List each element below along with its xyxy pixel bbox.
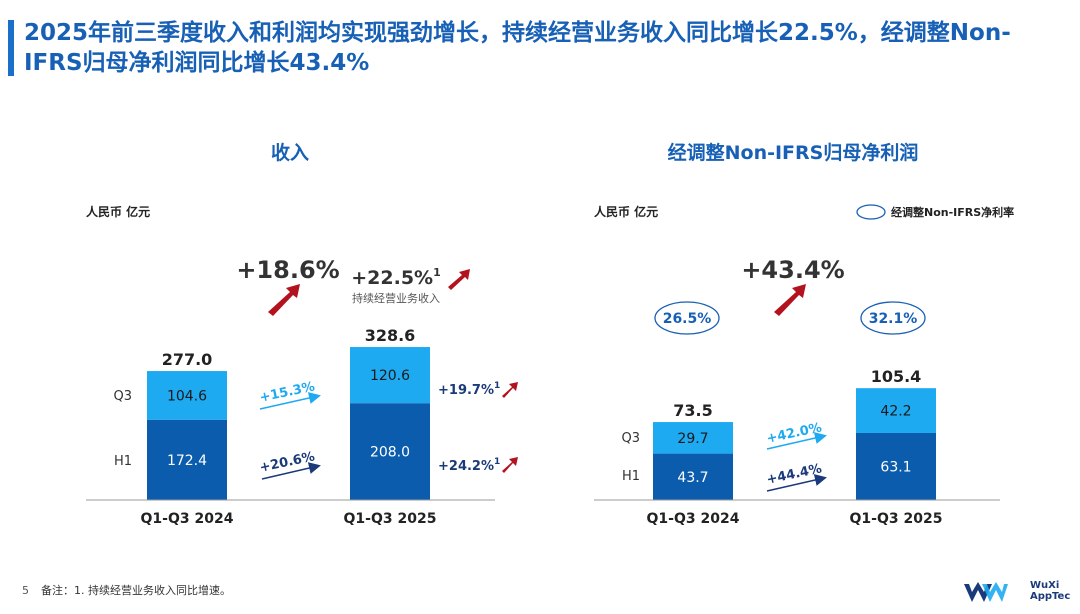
profit-series-label-h1: H1 [622, 469, 640, 484]
revenue-value-q3-0: 104.6 [167, 388, 207, 404]
revenue-growth-q3-continuing: +19.7%1 [438, 381, 500, 398]
profit-value-h1-0: 43.7 [677, 470, 708, 486]
logo-line-2: AppTec [1030, 591, 1071, 602]
footnote: 5 备注：1. 持续经营业务收入同比增速。 [22, 582, 231, 598]
revenue-chart: 收入 人民币 亿元 Q3 H1 172.4 104.6 277.0 208.0 120.… [86, 141, 518, 527]
margin-value-2025: 32.1% [869, 311, 918, 327]
revenue-value-h1-0: 172.4 [167, 453, 207, 469]
revenue-growth-q3: +15.3% [258, 379, 316, 405]
revenue-growth-h1: +20.6% [258, 449, 316, 475]
revenue-chart-title: 收入 [271, 141, 309, 164]
revenue-series-label-q3: Q3 [113, 389, 132, 404]
margin-legend-icon [856, 204, 886, 220]
profit-value-q3-1: 42.2 [880, 404, 911, 420]
revenue-bars: 172.4 104.6 277.0 208.0 120.6 328.6 [147, 326, 430, 500]
profit-bar-q3-1 [856, 388, 936, 433]
profit-category-2025: Q1-Q3 2025 [850, 511, 943, 527]
revenue-growth-q3-arrow-icon [259, 392, 321, 410]
profit-total-0: 73.5 [673, 401, 712, 420]
revenue-category-2024: Q1-Q3 2024 [141, 511, 234, 527]
revenue-growth-h1-arrow-icon [261, 462, 321, 480]
profit-bars: 43.7 29.7 73.5 63.1 42.2 105.4 [653, 367, 936, 500]
revenue-value-q3-1: 120.6 [370, 368, 410, 384]
revenue-growth-continuing: +22.5%1 [351, 266, 441, 289]
revenue-growth-q3-continuing-arrow-icon [502, 382, 518, 398]
profit-bar-q3-0 [653, 422, 733, 454]
revenue-bar-h1-0 [147, 419, 227, 500]
profit-chart-title: 经调整Non-IFRS归母净利润 [668, 141, 919, 164]
page-number: 5 [22, 584, 29, 597]
page-title: 2025年前三季度收入和利润均实现强劲增长，持续经营业务收入同比增长22.5%，… [24, 20, 1011, 76]
revenue-total-1: 328.6 [365, 326, 416, 345]
revenue-growth-continuing-arrow-icon [448, 269, 470, 290]
profit-unit-label: 人民币 亿元 [594, 204, 658, 219]
profit-bar-h1-1 [856, 432, 936, 500]
profit-growth-h1-arrow-icon [766, 474, 827, 492]
profit-total-1: 105.4 [871, 367, 922, 386]
profit-growth-h1: +44.4% [765, 461, 823, 487]
profit-bar-h1-0 [653, 453, 733, 500]
title-accent-bar [8, 20, 14, 76]
margin-legend-label: 经调整Non-IFRS净利率 [891, 205, 1014, 219]
revenue-growth-arrow-icon [268, 284, 300, 316]
margin-bubble-2025 [860, 301, 926, 335]
revenue-growth-continuing-label: 持续经营业务收入 [352, 291, 440, 305]
revenue-bar-q3-0 [147, 371, 227, 420]
margin-value-2024: 26.5% [663, 311, 712, 327]
logo-text: WuXi AppTec [1030, 580, 1070, 602]
revenue-growth-total: +18.6% [236, 256, 339, 284]
profit-value-h1-1: 63.1 [880, 459, 911, 475]
profit-growth-q3-arrow-icon [766, 432, 827, 450]
revenue-total-0: 277.0 [162, 350, 213, 369]
profit-category-2024: Q1-Q3 2024 [647, 511, 740, 527]
revenue-growth-h1-continuing: +24.2%1 [438, 457, 500, 474]
wuxi-logo-icon [964, 582, 1008, 602]
profit-value-q3-0: 29.7 [677, 431, 708, 447]
revenue-bar-q3-1 [350, 347, 430, 404]
profit-series-label-q3: Q3 [621, 431, 640, 446]
revenue-bar-h1-1 [350, 403, 430, 500]
footnote-text: 备注：1. 持续经营业务收入同比增速。 [41, 584, 231, 597]
revenue-category-2025: Q1-Q3 2025 [344, 511, 437, 527]
margin-bubble-2024 [654, 301, 720, 335]
logo-line-1: WuXi [1030, 580, 1060, 591]
revenue-growth-h1-continuing-arrow-icon [502, 457, 518, 473]
revenue-unit-label: 人民币 亿元 [86, 204, 150, 219]
revenue-series-label-h1: H1 [114, 454, 132, 469]
profit-growth-total: +43.4% [741, 256, 844, 284]
revenue-value-h1-1: 208.0 [370, 445, 410, 461]
profit-chart: 经调整Non-IFRS归母净利润 人民币 亿元 经调整Non-IFRS净利率 Q… [594, 141, 1014, 527]
profit-growth-arrow-icon [774, 284, 806, 316]
